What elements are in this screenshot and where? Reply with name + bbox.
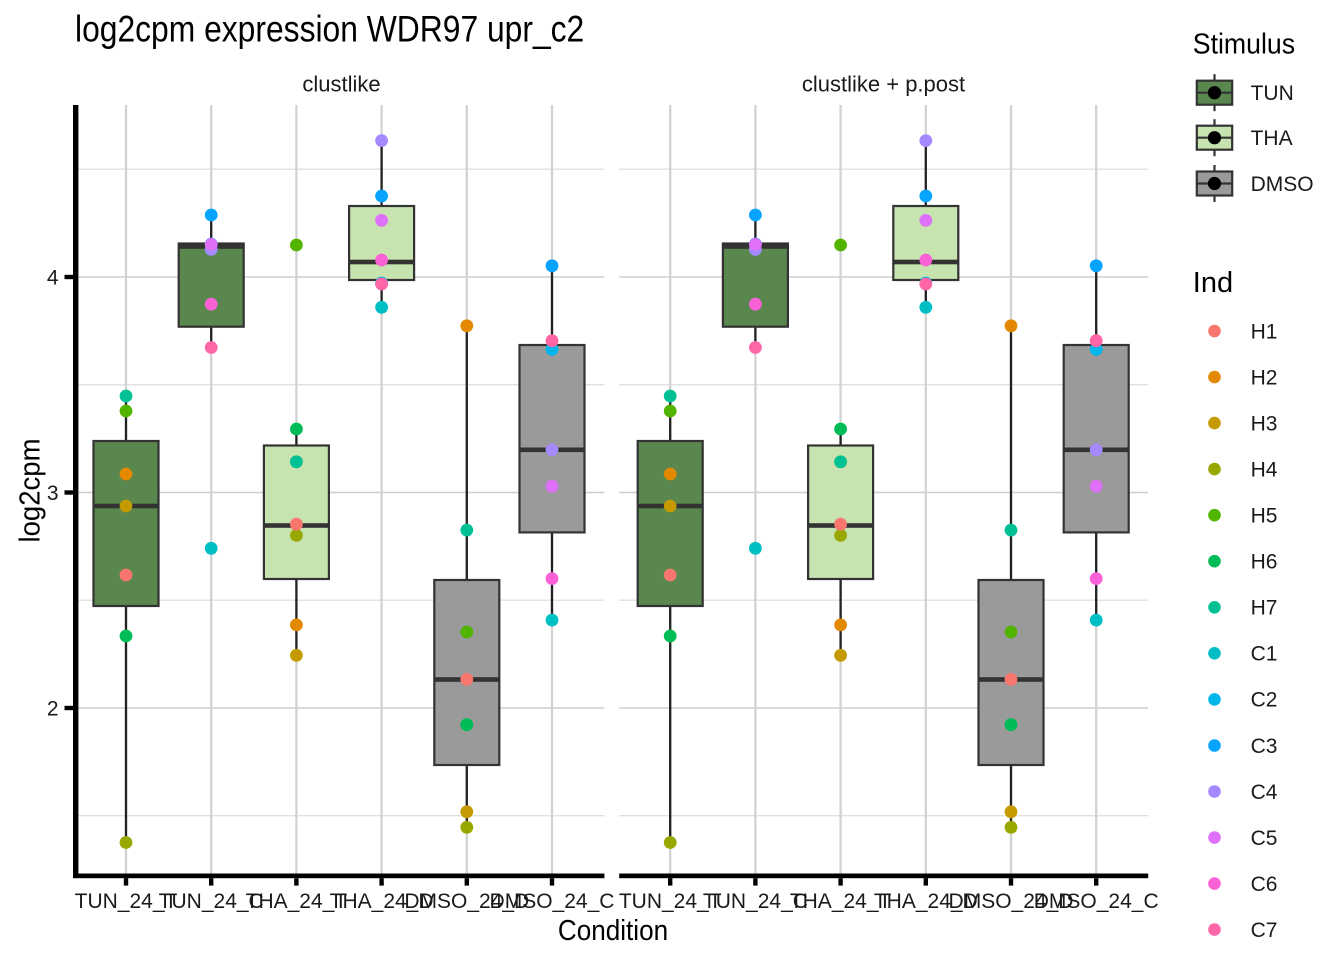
svg-text:TUN_24_C: TUN_24_C bbox=[159, 890, 264, 913]
svg-text:TUN_24_T: TUN_24_T bbox=[75, 890, 178, 913]
svg-text:Condition: Condition bbox=[558, 914, 668, 947]
svg-text:3: 3 bbox=[47, 482, 59, 505]
svg-text:C3: C3 bbox=[1251, 735, 1278, 758]
svg-text:C7: C7 bbox=[1251, 919, 1278, 942]
svg-text:C6: C6 bbox=[1251, 873, 1278, 896]
svg-text:DMSO_24_C: DMSO_24_C bbox=[490, 890, 615, 913]
svg-text:2: 2 bbox=[47, 697, 59, 720]
svg-text:log2cpm expression WDR97 upr_c: log2cpm expression WDR97 upr_c2 bbox=[75, 9, 584, 50]
svg-text:Ind: Ind bbox=[1193, 267, 1233, 299]
svg-text:Stimulus: Stimulus bbox=[1193, 27, 1295, 59]
svg-text:log2cpm: log2cpm bbox=[13, 438, 46, 542]
svg-text:H2: H2 bbox=[1251, 366, 1278, 389]
svg-text:clustlike + p.post: clustlike + p.post bbox=[802, 71, 965, 96]
svg-text:C4: C4 bbox=[1251, 781, 1278, 804]
svg-text:H1: H1 bbox=[1251, 320, 1278, 343]
svg-text:H4: H4 bbox=[1251, 458, 1278, 481]
svg-text:H7: H7 bbox=[1251, 597, 1278, 620]
svg-text:C1: C1 bbox=[1251, 643, 1278, 666]
svg-text:DMSO_24_C: DMSO_24_C bbox=[1034, 890, 1159, 913]
svg-text:H5: H5 bbox=[1251, 505, 1278, 528]
svg-text:TUN: TUN bbox=[1251, 82, 1294, 105]
svg-text:DMSO_24_D: DMSO_24_D bbox=[404, 890, 529, 913]
svg-text:THA_24_T: THA_24_T bbox=[246, 890, 348, 913]
svg-text:THA_24_D: THA_24_D bbox=[330, 890, 434, 913]
svg-text:TUN_24_C: TUN_24_C bbox=[703, 890, 808, 913]
svg-text:C2: C2 bbox=[1251, 689, 1278, 712]
svg-text:H6: H6 bbox=[1251, 551, 1278, 574]
svg-text:DMSO_24_D: DMSO_24_D bbox=[949, 890, 1074, 913]
svg-text:4: 4 bbox=[47, 266, 59, 289]
svg-text:DMSO: DMSO bbox=[1251, 173, 1314, 196]
svg-text:THA_24_T: THA_24_T bbox=[790, 890, 892, 913]
svg-text:THA: THA bbox=[1251, 127, 1293, 150]
svg-text:TUN_24_T: TUN_24_T bbox=[619, 890, 722, 913]
svg-text:H3: H3 bbox=[1251, 412, 1278, 435]
svg-text:C5: C5 bbox=[1251, 827, 1278, 850]
svg-text:clustlike: clustlike bbox=[302, 71, 380, 96]
svg-text:THA_24_D: THA_24_D bbox=[874, 890, 978, 913]
